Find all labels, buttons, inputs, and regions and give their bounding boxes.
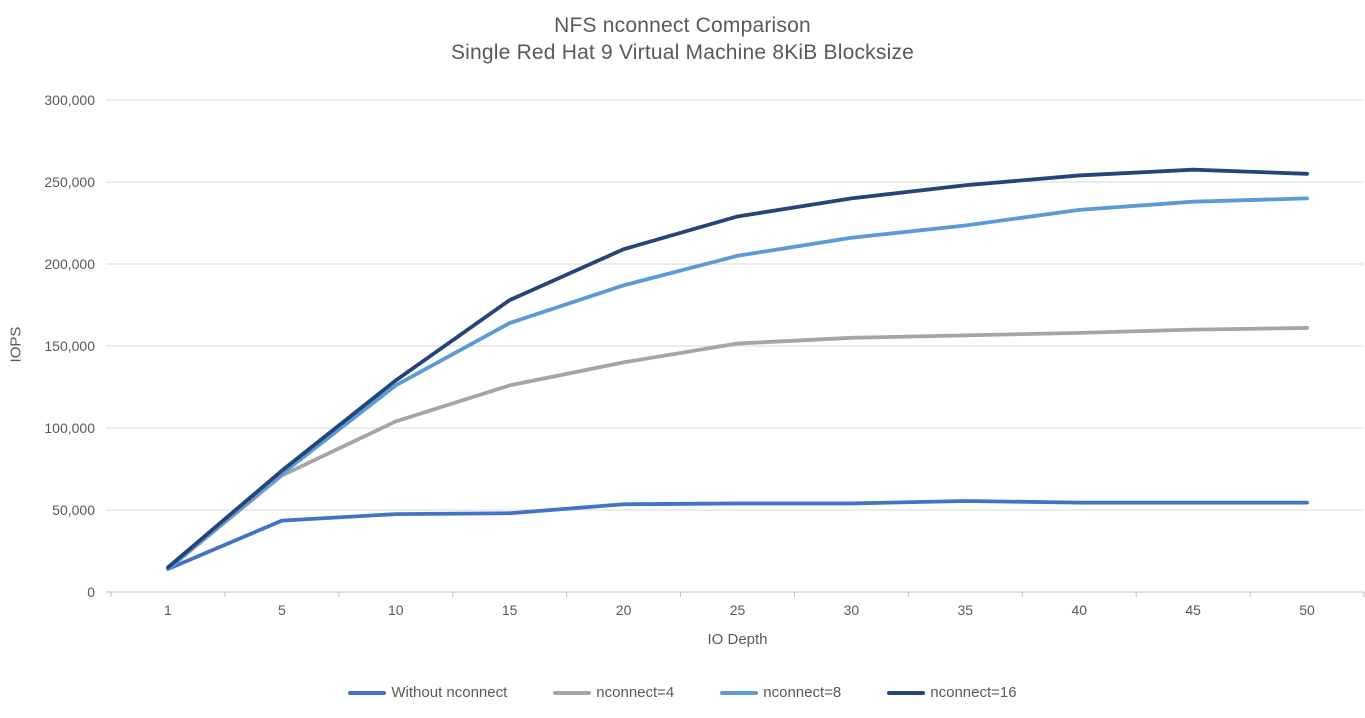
chart-title-block: NFS nconnect Comparison Single Red Hat 9… bbox=[0, 12, 1365, 66]
chart-subtitle: Single Red Hat 9 Virtual Machine 8KiB Bl… bbox=[450, 41, 915, 64]
legend-item: nconnect=16 bbox=[887, 684, 1017, 701]
x-tick-label: 40 bbox=[1071, 602, 1087, 618]
y-tick-label: 250,000 bbox=[44, 174, 95, 190]
legend-label: Without nconnect bbox=[391, 684, 508, 701]
y-tick-label: 50,000 bbox=[52, 502, 95, 518]
legend-line-swatch bbox=[348, 690, 387, 695]
x-tick-label: 10 bbox=[388, 602, 404, 618]
legend-label: nconnect=4 bbox=[596, 684, 675, 701]
legend-label: nconnect=16 bbox=[930, 684, 1017, 701]
chart-title: NFS nconnect Comparison bbox=[554, 14, 811, 37]
x-tick-label: 25 bbox=[730, 602, 746, 618]
legend-line-swatch bbox=[720, 690, 759, 695]
x-tick-label: 50 bbox=[1299, 602, 1315, 618]
y-tick-label: 100,000 bbox=[44, 420, 95, 436]
legend-item: nconnect=8 bbox=[720, 684, 841, 701]
series-line-nconnect-16 bbox=[166, 167, 1309, 570]
legend-line-swatch bbox=[887, 690, 926, 695]
legend-item: nconnect=4 bbox=[553, 684, 674, 701]
y-tick-label: 0 bbox=[87, 584, 95, 600]
series-line-without-nconnect bbox=[166, 499, 1309, 571]
x-tick-label: 20 bbox=[616, 602, 632, 618]
legend-label: nconnect=8 bbox=[763, 684, 842, 701]
x-tick-label: 45 bbox=[1185, 602, 1201, 618]
x-tick-label: 15 bbox=[502, 602, 518, 618]
x-axis-title: IO Depth bbox=[707, 631, 768, 648]
legend-item: Without nconnect bbox=[348, 684, 507, 701]
x-tick-label: 30 bbox=[844, 602, 860, 618]
x-tick-label: 1 bbox=[164, 602, 172, 618]
x-tick-label: 35 bbox=[958, 602, 974, 618]
y-axis-title: IOPS bbox=[7, 326, 25, 363]
y-tick-label: 200,000 bbox=[44, 256, 95, 272]
legend-line-swatch bbox=[553, 690, 592, 695]
series-line-nconnect-4 bbox=[166, 326, 1309, 571]
series-line-nconnect-8 bbox=[166, 196, 1309, 571]
y-tick-label: 150,000 bbox=[44, 338, 95, 354]
y-tick-label: 300,000 bbox=[44, 92, 95, 108]
legend: Without nconnect nconnect=4 nconnect=8 ncon… bbox=[0, 684, 1365, 701]
x-tick-label: 5 bbox=[278, 602, 286, 618]
